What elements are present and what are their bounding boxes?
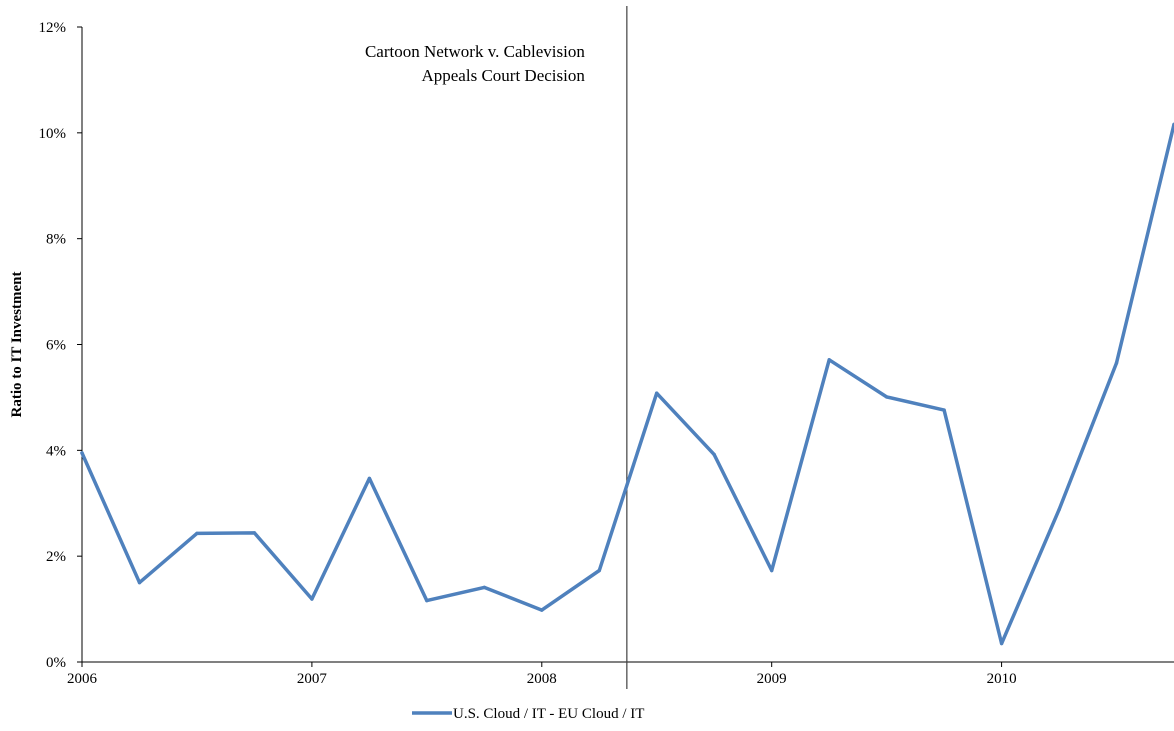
data-point [884,395,889,399]
annotation-text: Cartoon Network v. Cablevision [365,42,585,61]
y-axis-ticks: 0% 2% 4% 6% 8% 10% 12% [39,20,82,671]
data-point [425,598,429,603]
data-point [137,580,142,585]
x-tick-label: 2010 [987,671,1017,687]
x-tick-label: 2009 [757,671,787,687]
y-tick-label: 2% [46,549,66,565]
data-point [770,568,774,573]
annotation-group: Cartoon Network v. Cablevision Appeals Co… [365,6,628,689]
y-tick-label: 0% [46,655,66,671]
data-point [80,451,84,455]
data-point [999,641,1004,646]
x-tick-label: 2006 [67,671,98,687]
y-tick-label: 8% [46,232,66,248]
series-group [80,122,1174,646]
x-tick-label: 2008 [527,671,557,687]
y-tick-label: 6% [46,338,66,354]
data-point [367,476,372,481]
y-axis-title: Ratio to IT Investment [9,272,25,418]
y-tick-label: 10% [39,126,67,142]
data-point [252,531,257,535]
data-point [655,391,659,395]
y-tick-label: 12% [39,20,67,36]
data-point [712,452,716,457]
annotation-text: Appeals Court Decision [421,66,585,85]
legend-label: U.S. Cloud / IT - EU Cloud / IT [453,706,644,722]
legend: U.S. Cloud / IT - EU Cloud / IT [412,706,644,722]
data-point [597,568,601,573]
x-axis-ticks: 2006 2007 2008 2009 2010 [67,662,1017,687]
y-tick-label: 4% [46,443,66,459]
data-point [827,358,831,362]
data-point [942,408,946,412]
data-point [482,585,486,590]
x-tick-label: 2007 [297,671,328,687]
data-point [1057,507,1061,512]
chart-axes [81,27,1174,663]
series-line [80,122,1174,646]
data-point [540,608,544,612]
data-point [310,597,314,601]
data-point [1114,361,1119,365]
data-point [195,531,199,536]
